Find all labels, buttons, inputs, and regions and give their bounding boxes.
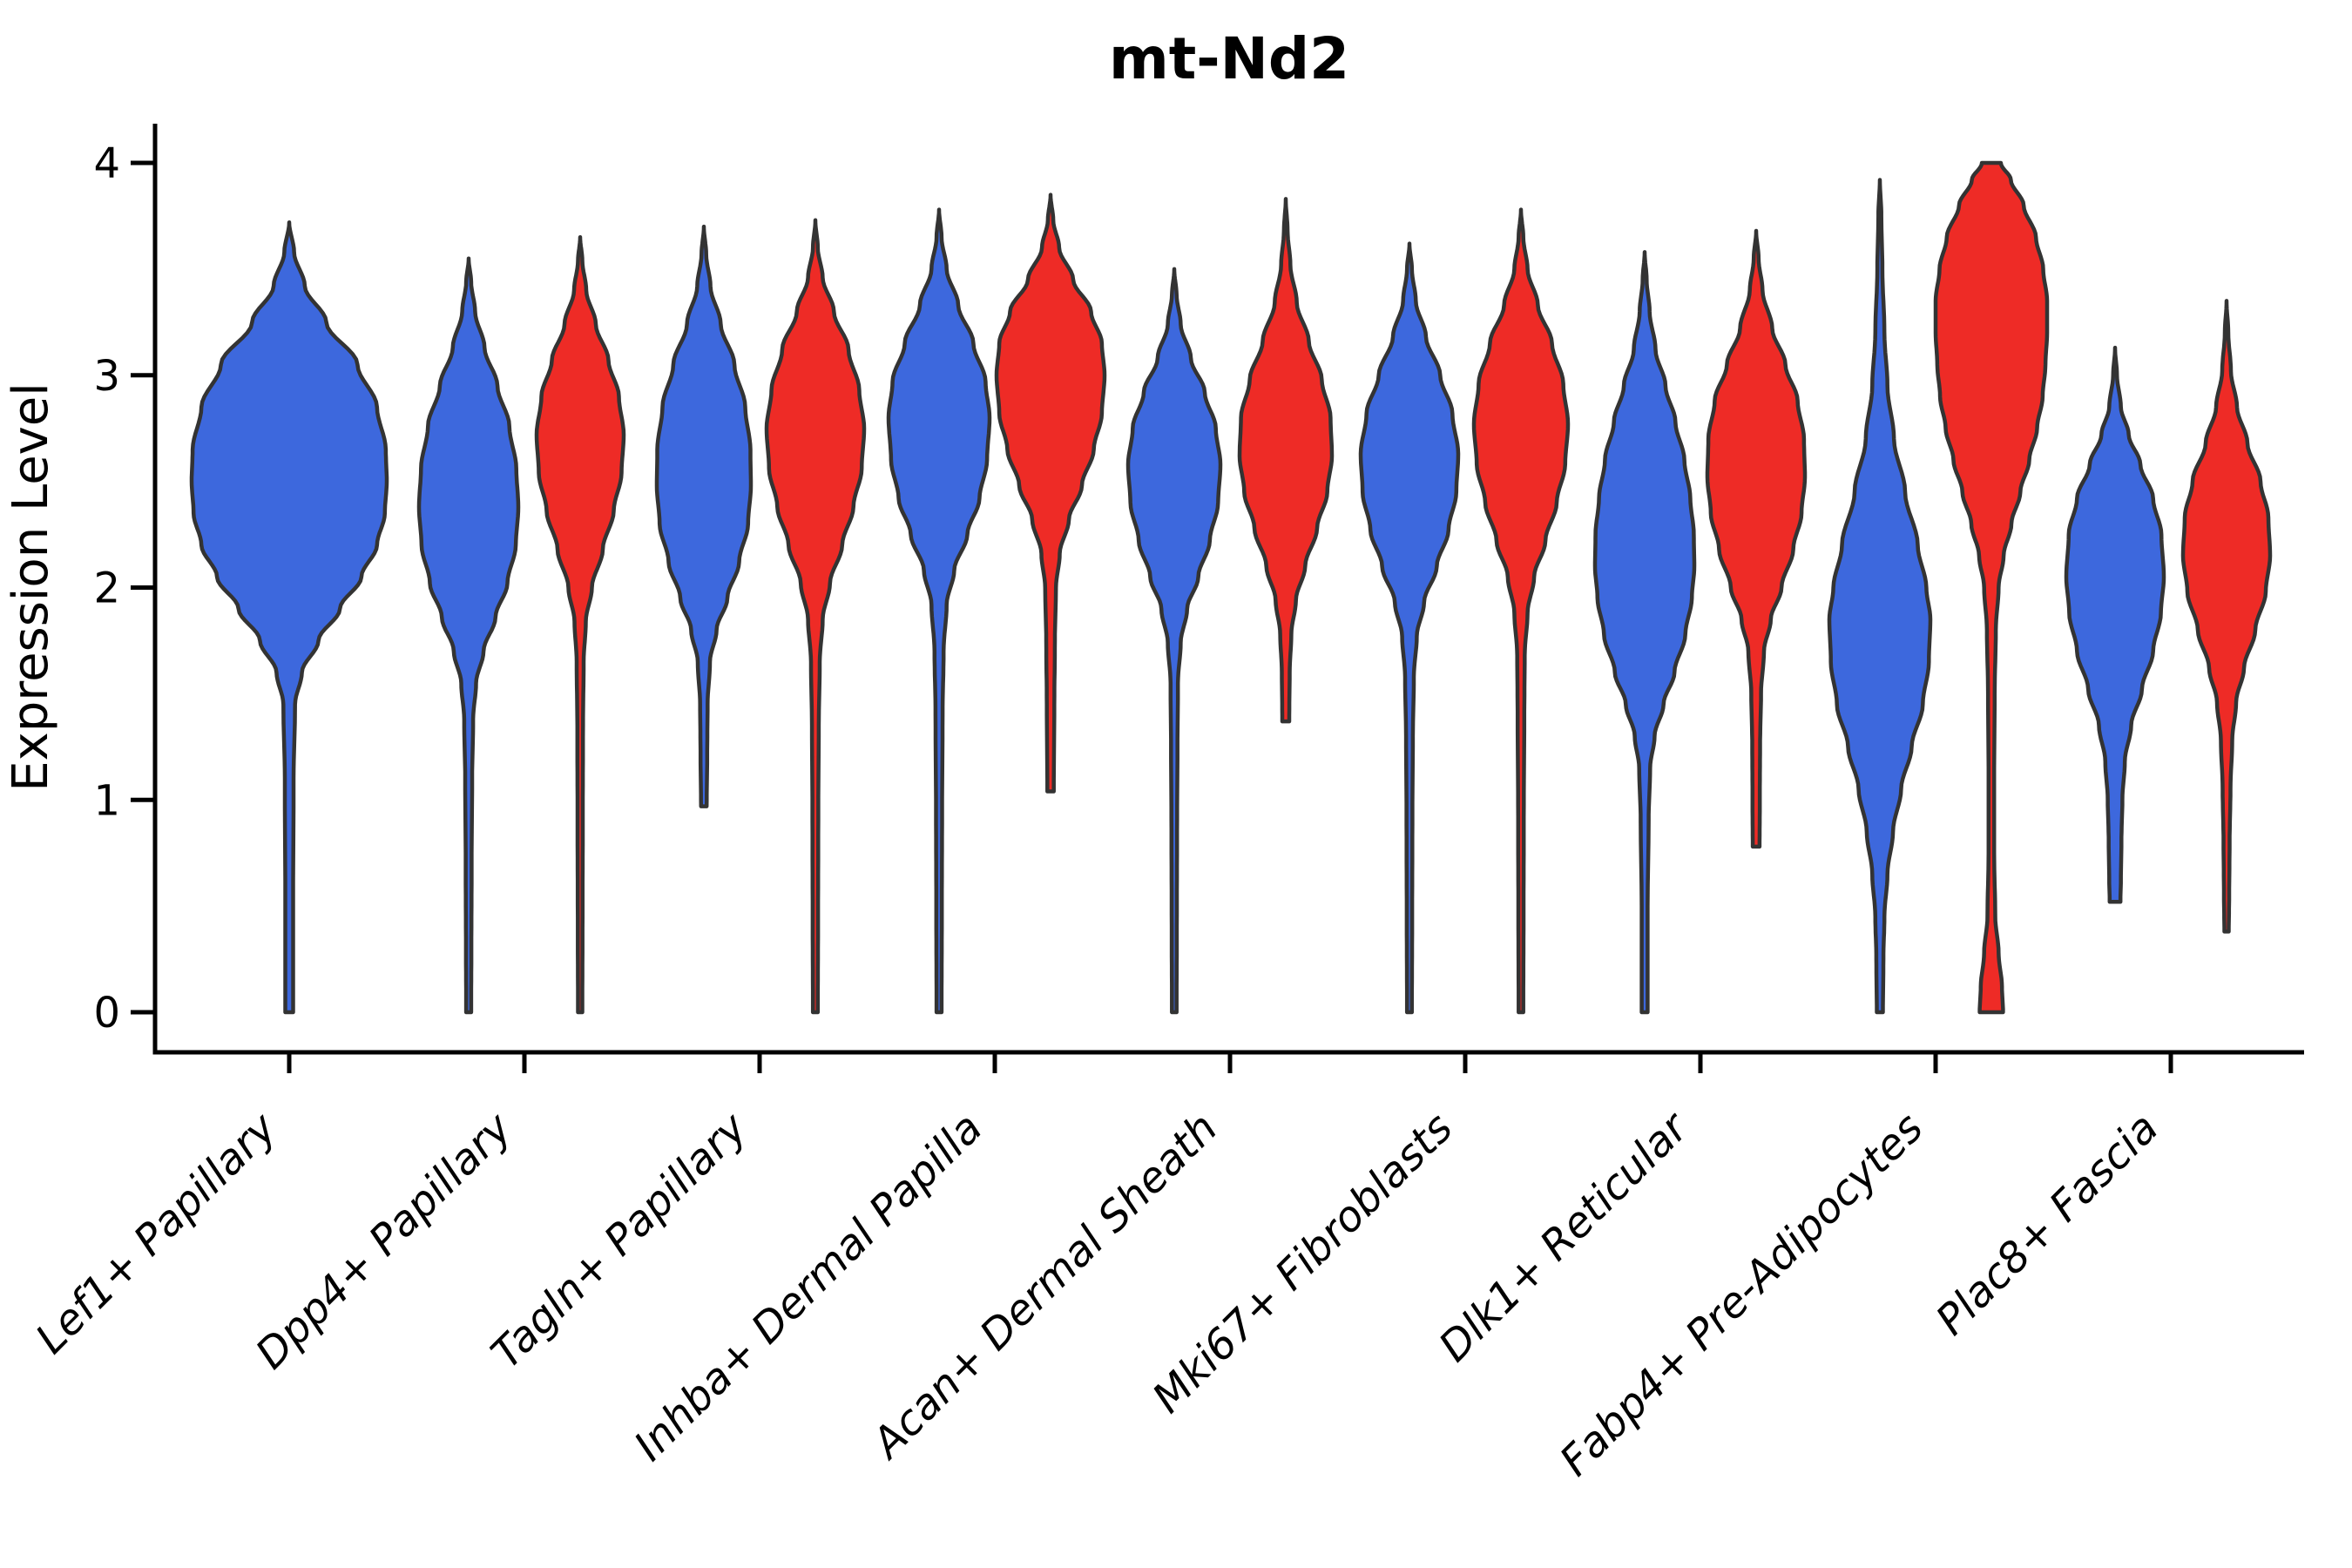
- violin-fabp4-pre-adipocytes-red: [1933, 160, 2050, 1015]
- violin-dpp4-papillary-red: [534, 235, 626, 1015]
- violin-acan-dermal-sheath-red: [1237, 197, 1335, 724]
- violin-mki67-fibroblasts-blue: [1358, 241, 1461, 1015]
- violin-dlk1-reticular-blue: [1592, 250, 1697, 1015]
- violin-tagln-papillary-blue: [654, 224, 754, 808]
- violin-inhba-dermal-papilla-blue: [886, 207, 992, 1015]
- violin-fabp4-pre-adipocytes-blue: [1827, 178, 1933, 1015]
- violin-mki67-fibroblasts-red: [1471, 207, 1571, 1015]
- chart-title: mt-Nd2: [1109, 25, 1349, 92]
- violin-acan-dermal-sheath-blue: [1125, 267, 1223, 1015]
- violin-plac8-fascia-red: [2180, 299, 2273, 934]
- x-tick-label-lef1-papillary: Lef1+ Papillary: [26, 1103, 287, 1363]
- y-tick-label: 1: [93, 776, 120, 825]
- y-tick-label: 0: [93, 989, 120, 1037]
- violin-dpp4-papillary-blue: [416, 256, 521, 1015]
- y-axis-label: Expression Level: [3, 382, 59, 792]
- violin-lef1-papillary-blue: [189, 220, 389, 1015]
- violin-dlk1-reticular-red: [1705, 228, 1808, 849]
- violin-inhba-dermal-papilla-red: [994, 193, 1107, 794]
- x-tick-label-tagln-papillary: Tagln+ Papillary: [482, 1103, 757, 1378]
- violin-layer: [189, 160, 2273, 1015]
- x-tick-label-dlk1-reticular: Dlk1+ Reticular: [1429, 1102, 1700, 1372]
- x-tick-label-plac8-fascia: Plac8+ Fascia: [1927, 1104, 2168, 1345]
- y-tick-label: 3: [93, 352, 120, 401]
- y-tick-label: 2: [93, 564, 120, 613]
- x-tick-label-dpp4-papillary: Dpp4+ Papillary: [247, 1103, 522, 1378]
- violin-tagln-papillary-red: [764, 218, 867, 1015]
- y-tick-label: 4: [93, 139, 120, 188]
- violin-plac8-fascia-blue: [2064, 345, 2166, 904]
